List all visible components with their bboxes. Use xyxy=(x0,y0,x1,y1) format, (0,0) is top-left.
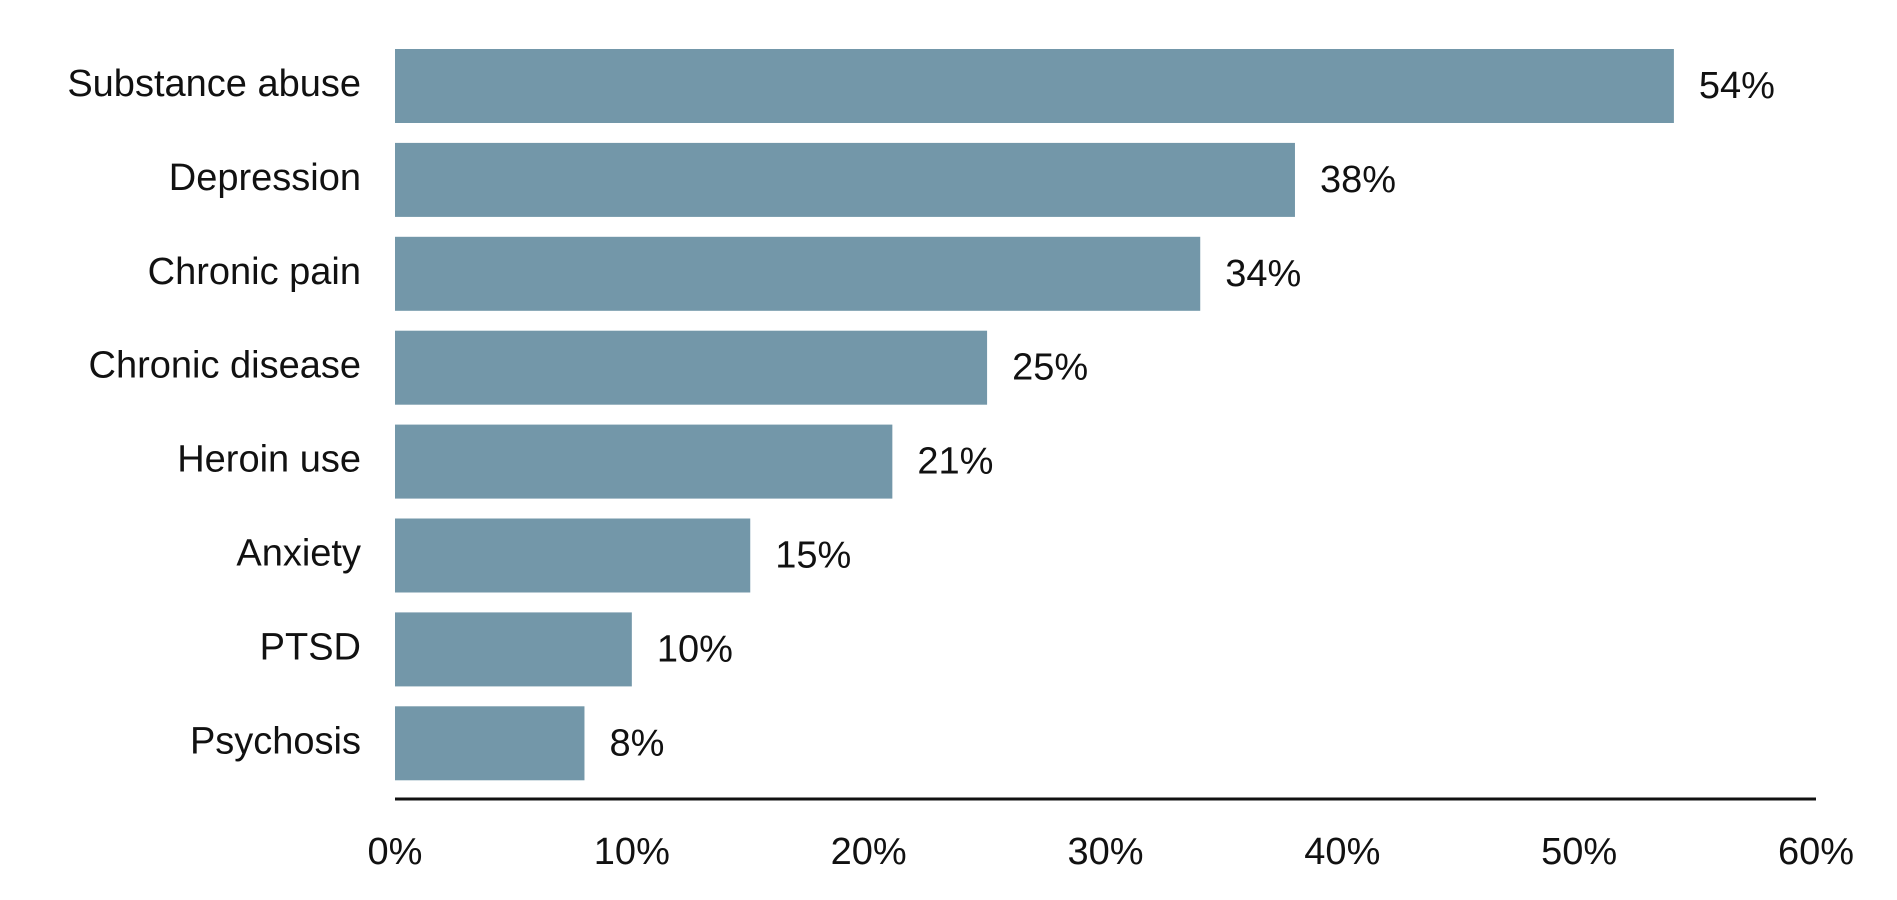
bar xyxy=(395,236,1201,311)
y-tick-label: Substance abuse xyxy=(67,63,361,105)
bar xyxy=(395,49,1674,123)
x-tick-label: 30% xyxy=(1067,831,1143,873)
x-tick-label: 40% xyxy=(1304,831,1380,873)
y-tick-label: Chronic disease xyxy=(89,345,361,387)
value-label: 38% xyxy=(1320,159,1396,201)
value-label: 25% xyxy=(1012,347,1088,389)
bar xyxy=(395,706,585,781)
value-label: 21% xyxy=(917,441,993,483)
value-label: 10% xyxy=(657,628,733,670)
bar xyxy=(395,612,632,687)
y-tick-label: PTSD xyxy=(260,626,361,668)
y-tick-label: Depression xyxy=(169,157,361,199)
x-tick-label: 50% xyxy=(1541,831,1617,873)
y-tick-label: Heroin use xyxy=(177,439,361,481)
x-tick-label: 0% xyxy=(368,831,423,873)
x-tick-label: 20% xyxy=(831,831,907,873)
y-tick-label: Psychosis xyxy=(190,720,361,762)
value-label: 15% xyxy=(775,535,851,577)
bar xyxy=(395,424,893,499)
bar xyxy=(395,518,751,593)
value-label: 34% xyxy=(1225,253,1301,295)
bar xyxy=(395,330,988,405)
x-tick-label: 10% xyxy=(594,831,670,873)
y-tick-label: Anxiety xyxy=(236,533,361,575)
bar xyxy=(395,142,1295,217)
x-tick-label: 60% xyxy=(1778,831,1854,873)
y-tick-label: Chronic pain xyxy=(148,251,361,293)
value-label: 54% xyxy=(1699,65,1775,107)
value-label: 8% xyxy=(609,722,664,764)
